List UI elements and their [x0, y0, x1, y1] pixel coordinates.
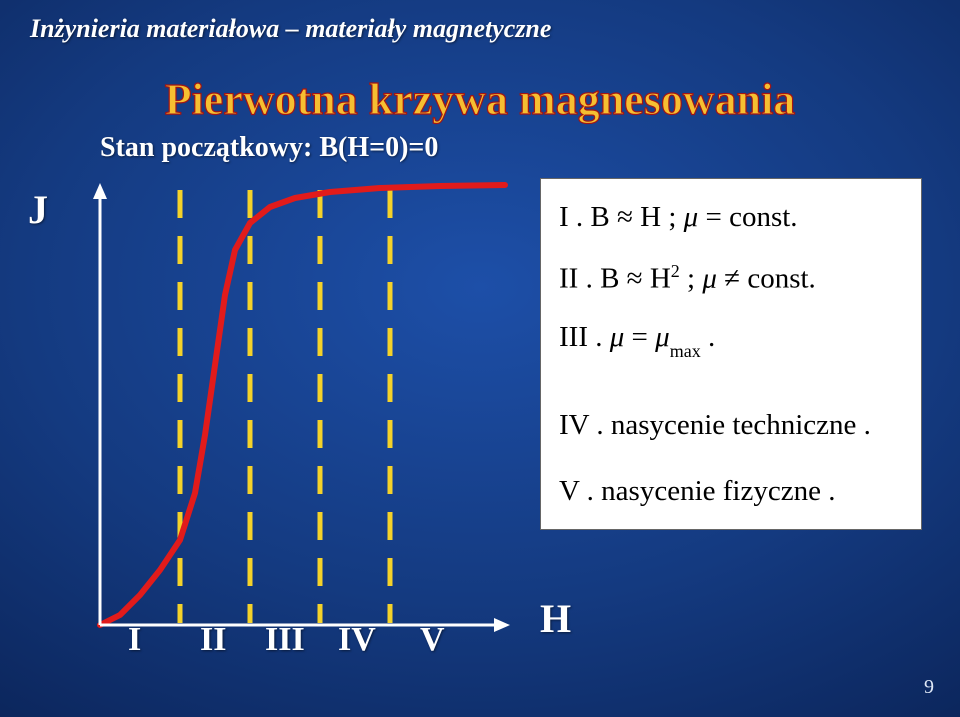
y-axis-label: J	[28, 186, 48, 233]
eq3-mu1: μ	[610, 321, 625, 353]
equation-line-2: II . B ≈ H2 ; μ ≠ const.	[559, 261, 816, 296]
eq2-mu: μ	[702, 263, 717, 295]
region-label-III: III	[265, 621, 305, 659]
header-text: Inżynieria materiałowa – materiały magne…	[30, 14, 551, 44]
region-label-I: I	[128, 621, 141, 659]
eq3-part-a: III .	[559, 321, 610, 353]
region-label-V: V	[420, 621, 445, 659]
eq2-part-a: II . B ≈ H	[559, 263, 671, 295]
region-label-II: II	[200, 621, 226, 659]
eq3-sub: max	[670, 341, 701, 361]
magnetization-chart	[80, 175, 520, 645]
equation-line-1: I . B ≈ H ; μ = const.	[559, 201, 798, 234]
eq3-part-c: =	[624, 321, 655, 353]
equation-line-4: IV . nasycenie techniczne .	[559, 409, 871, 442]
equation-line-5: V . nasycenie fizyczne .	[559, 475, 835, 508]
eq3-part-f: .	[701, 321, 716, 353]
slide-title: Pierwotna krzywa magnesowania	[0, 74, 960, 125]
subtitle-text: Stan początkowy: B(H=0)=0	[100, 132, 438, 164]
eq1-mu: μ	[684, 201, 699, 233]
chart-svg	[80, 175, 520, 645]
x-axis-label: H	[540, 595, 571, 642]
eq2-part-d: ≠ const.	[717, 263, 816, 295]
eq2-sup: 2	[671, 261, 680, 281]
eq1-part-c: = const.	[698, 201, 797, 233]
region-label-IV: IV	[338, 621, 376, 659]
eq3-mu2: μ	[655, 321, 670, 353]
equation-line-3: III . μ = μmax .	[559, 321, 715, 358]
slide: Inżynieria materiałowa – materiały magne…	[0, 0, 960, 717]
eq1-part-a: I . B ≈ H ;	[559, 201, 684, 233]
equations-box: I . B ≈ H ; μ = const. II . B ≈ H2 ; μ ≠…	[540, 178, 922, 530]
page-number: 9	[924, 676, 934, 699]
eq2-part-b: ;	[680, 263, 703, 295]
